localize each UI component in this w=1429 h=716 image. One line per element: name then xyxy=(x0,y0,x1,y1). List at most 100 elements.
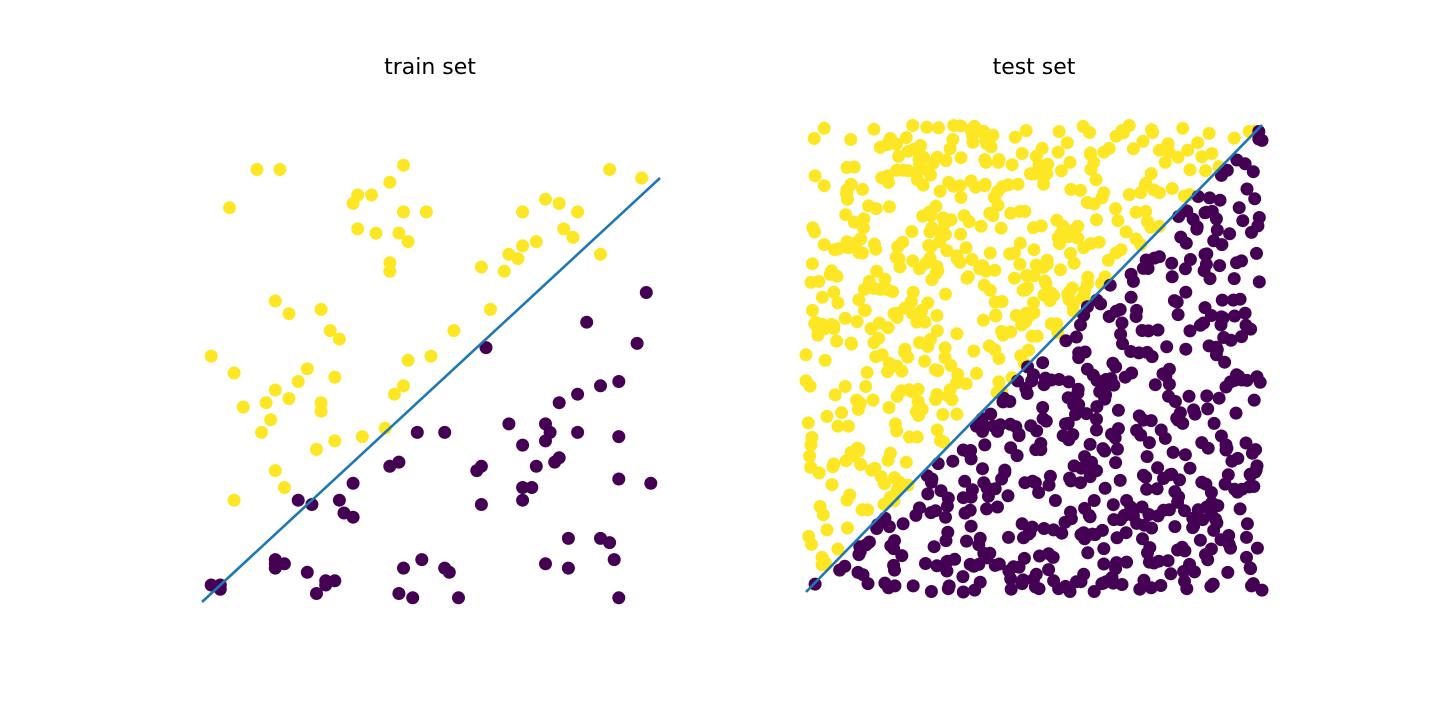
test-point-class1 xyxy=(1067,256,1081,270)
test-point-class0 xyxy=(1244,562,1258,576)
train-point-class1 xyxy=(447,324,461,338)
test-point-class0 xyxy=(1168,520,1182,534)
test-point-class0 xyxy=(1110,556,1123,570)
train-point-class1 xyxy=(310,442,323,456)
test-point-class0 xyxy=(1083,470,1097,484)
train-point-class0 xyxy=(268,561,282,575)
test-point-class0 xyxy=(1159,369,1173,383)
test-point-class1 xyxy=(838,380,852,393)
test-point-class0 xyxy=(1205,496,1219,510)
test-point-class1 xyxy=(850,315,864,329)
test-point-class0 xyxy=(1069,330,1083,344)
test-point-class0 xyxy=(1003,417,1017,431)
test-point-class0 xyxy=(1136,532,1149,546)
train-point-class0 xyxy=(644,476,658,490)
test-point-class0 xyxy=(1083,437,1097,451)
test-point-class0 xyxy=(1167,294,1181,308)
test-point-class1 xyxy=(1008,130,1022,144)
test-point-class1 xyxy=(1126,142,1140,156)
test-point-class0 xyxy=(1215,293,1229,307)
test-point-class0 xyxy=(1067,398,1081,412)
test-point-class0 xyxy=(1160,340,1174,354)
test-point-class0 xyxy=(1183,461,1197,475)
test-point-class1 xyxy=(1027,167,1040,181)
test-point-class1 xyxy=(1051,145,1065,159)
test-point-class1 xyxy=(915,303,929,317)
test-point-class1 xyxy=(906,254,920,268)
test-point-class1 xyxy=(1030,329,1044,343)
test-point-class1 xyxy=(882,200,896,214)
test-point-class0 xyxy=(1142,508,1156,521)
test-point-class0 xyxy=(1201,553,1215,567)
test-point-class1 xyxy=(953,179,967,193)
test-point-class0 xyxy=(1047,523,1061,537)
train-point-class0 xyxy=(639,286,653,299)
test-point-class1 xyxy=(899,131,913,145)
train-point-class0 xyxy=(630,336,644,350)
test-point-class1 xyxy=(983,246,997,260)
test-point-class0 xyxy=(1079,407,1093,421)
test-point-class0 xyxy=(1074,476,1087,490)
test-point-class0 xyxy=(1209,212,1223,226)
test-point-class0 xyxy=(1090,412,1103,426)
test-point-class1 xyxy=(1037,170,1051,184)
train-point-class0 xyxy=(612,472,626,486)
test-set-title: test set xyxy=(993,55,1076,80)
test-point-class0 xyxy=(1245,579,1258,593)
test-point-class0 xyxy=(1232,201,1246,215)
test-point-class0 xyxy=(921,487,935,501)
test-point-class0 xyxy=(980,551,994,565)
test-point-class0 xyxy=(1028,476,1042,490)
test-point-class1 xyxy=(866,393,880,407)
test-point-class0 xyxy=(1178,448,1192,462)
test-point-class1 xyxy=(950,407,964,421)
train-point-class1 xyxy=(594,247,607,261)
test-point-class1 xyxy=(1019,124,1033,138)
test-point-class0 xyxy=(1166,445,1180,459)
test-point-class0 xyxy=(1085,527,1099,541)
test-point-class1 xyxy=(970,366,983,380)
train-point-class0 xyxy=(346,510,360,524)
train-point-class1 xyxy=(397,205,410,219)
test-point-class0 xyxy=(1171,308,1185,322)
test-point-class1 xyxy=(1064,246,1077,260)
test-point-class1 xyxy=(930,309,944,322)
test-point-class1 xyxy=(839,208,853,222)
test-point-class0 xyxy=(1203,191,1217,205)
test-point-class0 xyxy=(1179,236,1193,250)
test-point-class0 xyxy=(1109,456,1123,470)
train-point-class0 xyxy=(529,459,543,473)
test-point-class0 xyxy=(1171,495,1185,509)
test-point-class0 xyxy=(1233,502,1247,516)
test-point-class1 xyxy=(1080,196,1094,209)
train-point-class1 xyxy=(387,387,401,401)
test-point-class1 xyxy=(901,350,915,364)
test-point-class0 xyxy=(1202,339,1216,353)
test-point-class0 xyxy=(1004,572,1018,586)
test-point-class1 xyxy=(1139,204,1153,218)
test-point-class1 xyxy=(1199,164,1212,178)
test-point-class0 xyxy=(1183,557,1196,571)
test-point-class1 xyxy=(807,132,821,145)
test-point-class1 xyxy=(976,259,989,273)
train-decision-boundary-line xyxy=(201,177,661,603)
test-point-class0 xyxy=(1154,579,1168,592)
test-point-class0 xyxy=(1098,481,1112,495)
test-point-class0 xyxy=(1007,560,1020,574)
test-point-class0 xyxy=(1104,372,1118,386)
test-point-class0 xyxy=(1114,513,1128,527)
test-point-class1 xyxy=(1037,288,1051,302)
test-point-class1 xyxy=(1176,121,1190,135)
test-point-class1 xyxy=(1119,225,1133,239)
test-point-class0 xyxy=(888,563,901,577)
test-point-class0 xyxy=(1115,316,1129,330)
test-point-class1 xyxy=(883,132,897,146)
train-point-class1 xyxy=(264,413,278,427)
test-point-class0 xyxy=(1171,543,1185,557)
test-point-class1 xyxy=(840,161,854,174)
test-point-class0 xyxy=(1240,517,1254,531)
test-point-class1 xyxy=(906,119,920,132)
test-point-class0 xyxy=(1199,257,1213,271)
train-point-class1 xyxy=(397,158,410,172)
test-point-class1 xyxy=(894,384,908,398)
